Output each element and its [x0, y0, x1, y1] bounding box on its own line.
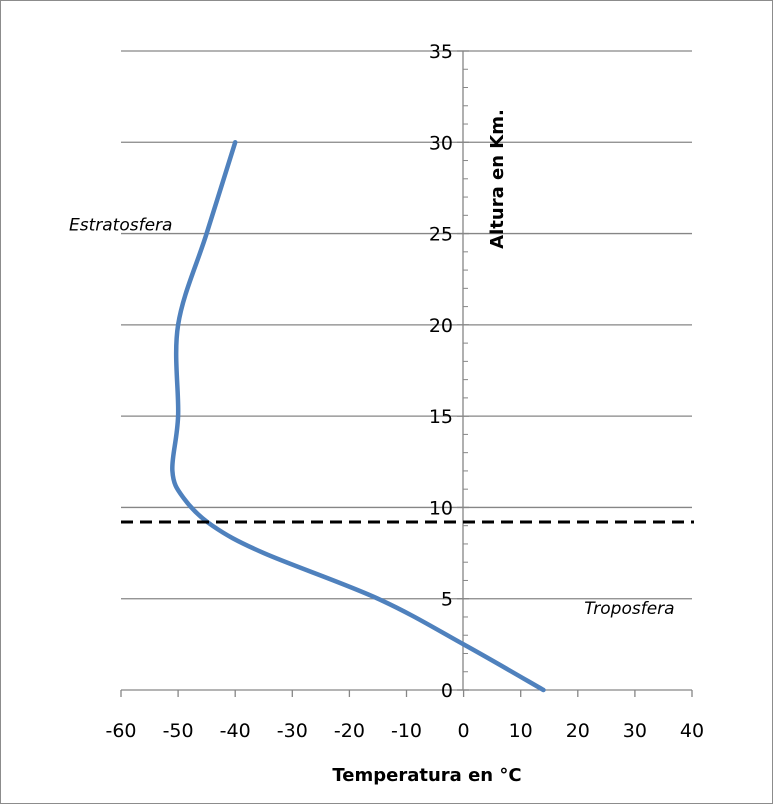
axes: [120, 50, 693, 697]
temperature-profile-line: [170, 140, 546, 693]
x-tick-label: -20: [334, 720, 365, 742]
x-tick-label: -60: [105, 720, 136, 742]
annotation-label: Estratosfera: [69, 215, 172, 235]
y-tick-label: 30: [429, 132, 453, 154]
annotation-label: Troposfera: [584, 599, 674, 619]
x-tick-label: -30: [277, 720, 308, 742]
x-tick-label: -40: [220, 720, 251, 742]
gridlines: [121, 50, 692, 600]
x-tick-label: 30: [623, 720, 647, 742]
y-axis-title: Altura en Km.: [487, 109, 508, 249]
y-tick-label: 35: [429, 41, 453, 63]
y-tick-label: 25: [429, 224, 453, 246]
y-tick-label: 10: [429, 497, 453, 519]
series-layer: [170, 140, 546, 693]
x-tick-label: 10: [509, 720, 533, 742]
y-tick-label: 20: [429, 315, 453, 337]
x-tick-label: -50: [163, 720, 194, 742]
x-tick-label: 40: [680, 720, 704, 742]
labels-layer: -60 -50 -40 -30 -20 -10 0 10 20 30 40 0 5 10 15 20 25 30 3…: [69, 41, 704, 786]
x-axis-title: Temperatura en °C: [332, 765, 521, 786]
y-tick-label: 5: [441, 589, 453, 611]
y-tick-label: 0: [441, 680, 453, 702]
x-tick-label: 0: [458, 720, 470, 742]
x-tick-label: 20: [566, 720, 590, 742]
x-tick-label: -10: [391, 720, 422, 742]
y-tick-label: 15: [429, 406, 453, 428]
